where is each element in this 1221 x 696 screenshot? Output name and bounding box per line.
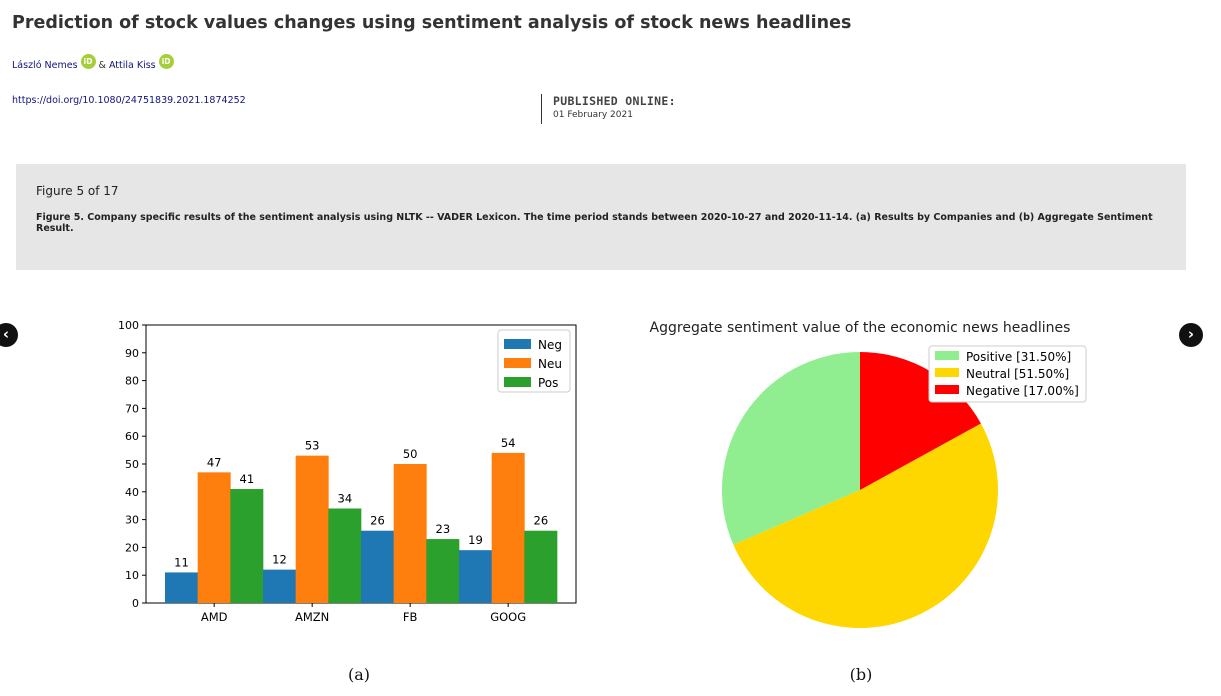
bar-data-label: 26 <box>534 514 549 528</box>
figure-counter: Figure 5 of 17 <box>36 184 119 198</box>
x-tick-label: GOOG <box>490 610 526 624</box>
bar-data-label: 41 <box>240 472 255 486</box>
legend-frame <box>928 345 1087 403</box>
chevron-right-icon[interactable]: › <box>1179 323 1203 347</box>
legend-swatch <box>935 385 959 394</box>
legend-swatch <box>935 368 959 377</box>
legend-swatch <box>504 358 531 368</box>
legend-label: Pos <box>538 376 558 390</box>
bar-neg-fb <box>361 530 394 603</box>
bar-neu-amd <box>197 472 231 603</box>
bar-data-label: 19 <box>468 533 483 547</box>
bar-data-label: 34 <box>338 491 353 505</box>
bar-data-label: 54 <box>501 436 516 450</box>
bar-data-label: 11 <box>174 555 189 569</box>
y-tick-label: 80 <box>125 375 139 388</box>
bar-pos-goog <box>524 530 558 603</box>
pie-slice-positive <box>722 352 860 545</box>
bar-pos-amzn <box>328 508 362 603</box>
bar-data-label: 23 <box>436 522 451 536</box>
legend-label: Neu <box>538 357 562 371</box>
legend-label: Neutral [51.50%] <box>966 367 1069 381</box>
pie-chart: Aggregate sentiment value of the economi… <box>650 320 1087 628</box>
bar-pos-fb <box>426 539 460 603</box>
bar-data-label: 47 <box>207 455 222 469</box>
y-tick-label: 90 <box>125 347 139 360</box>
author-list: László Nemes iD & Attila Kiss iD <box>12 54 174 73</box>
published-label: PUBLISHED ONLINE: <box>553 94 676 108</box>
bar-data-label: 50 <box>403 447 418 461</box>
bar-neg-goog <box>459 550 492 603</box>
y-tick-label: 20 <box>125 541 139 554</box>
bar-data-label: 53 <box>305 439 320 453</box>
x-tick-label: FB <box>403 610 418 624</box>
author-link-nemes[interactable]: László Nemes <box>12 60 78 71</box>
bar-neu-goog <box>491 452 525 603</box>
bar-neu-fb <box>393 464 427 603</box>
published-info: PUBLISHED ONLINE: 01 February 2021 <box>541 94 676 124</box>
y-tick-label: 60 <box>125 430 139 443</box>
y-tick-label: 0 <box>132 597 139 610</box>
y-tick-label: 50 <box>125 458 139 471</box>
y-tick-label: 40 <box>125 486 139 499</box>
pie-chart-legend: Positive [31.50%] Neutral [51.50%] Negativ… <box>928 345 1087 403</box>
legend-label: Negative [17.00%] <box>966 384 1079 398</box>
doi-link[interactable]: https://doi.org/10.1080/24751839.2021.18… <box>12 95 246 106</box>
chevron-left-icon[interactable]: ‹ <box>0 323 18 347</box>
bar-pos-amd <box>230 489 264 603</box>
author-link-kiss[interactable]: Attila Kiss <box>108 60 156 71</box>
article-title: Prediction of stock values changes using… <box>12 13 852 33</box>
subfigure-label-b: (b) <box>850 665 873 684</box>
bar-chart-legend: Neg Neu Pos <box>497 329 571 393</box>
legend-swatch <box>935 351 959 360</box>
orcid-icon[interactable]: iD <box>158 54 174 69</box>
y-tick-label: 70 <box>125 402 139 415</box>
legend-label: Neg <box>538 338 562 352</box>
published-date: 01 February 2021 <box>553 110 633 120</box>
x-tick-label: AMD <box>201 610 228 624</box>
pie-chart-title: Aggregate sentiment value of the economi… <box>650 320 1071 336</box>
bar-neg-amd <box>165 572 198 603</box>
subfigure-label-a: (a) <box>348 665 370 684</box>
orcid-icon[interactable]: iD <box>80 54 96 69</box>
author-separator: & <box>98 60 106 71</box>
bar-neu-amzn <box>295 455 329 603</box>
pie-slice-neutral <box>733 423 998 628</box>
bar-neg-amzn <box>263 569 296 603</box>
bar-data-label: 26 <box>370 514 385 528</box>
y-tick-label: 30 <box>125 514 139 527</box>
legend-swatch <box>504 339 531 349</box>
figure-caption: Figure 5. Company specific results of th… <box>36 212 1153 234</box>
y-tick-label: 100 <box>118 319 139 332</box>
legend-label: Positive [31.50%] <box>966 350 1071 364</box>
legend-swatch <box>504 377 531 387</box>
y-tick-label: 10 <box>125 569 139 582</box>
bar-chart: 0 10 20 30 40 50 60 70 80 90 100 11 47 41 AMD 12 53 34 AMZ… <box>118 319 577 624</box>
bar-data-label: 12 <box>272 553 287 567</box>
x-tick-label: AMZN <box>295 610 329 624</box>
figure-caption-box: Figure 5 of 17 Figure 5. Company specifi… <box>16 164 1186 270</box>
